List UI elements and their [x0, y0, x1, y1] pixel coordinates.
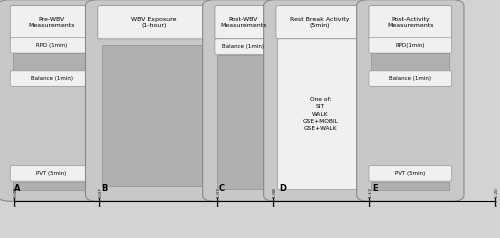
- Text: t = 1:07: t = 1:07: [217, 188, 221, 206]
- FancyBboxPatch shape: [276, 6, 364, 39]
- Text: D: D: [280, 184, 286, 193]
- FancyBboxPatch shape: [202, 0, 284, 201]
- FancyBboxPatch shape: [369, 166, 452, 181]
- FancyBboxPatch shape: [98, 6, 210, 39]
- Text: B: B: [102, 184, 107, 193]
- Text: t = 1:08: t = 1:08: [274, 188, 278, 206]
- Text: Balance (1min): Balance (1min): [222, 44, 264, 49]
- Text: Pre-WBV
Measurements: Pre-WBV Measurements: [28, 17, 75, 28]
- Text: A: A: [14, 184, 20, 193]
- FancyBboxPatch shape: [372, 53, 449, 71]
- FancyBboxPatch shape: [10, 71, 93, 86]
- Text: Post-WBV
Measurements: Post-WBV Measurements: [220, 17, 266, 28]
- Text: Balance (1min): Balance (1min): [390, 76, 432, 81]
- FancyBboxPatch shape: [10, 166, 93, 181]
- Text: C: C: [218, 184, 224, 193]
- Text: Balance (1min): Balance (1min): [30, 76, 72, 81]
- Text: RPD(1min): RPD(1min): [396, 43, 425, 48]
- FancyBboxPatch shape: [372, 182, 449, 190]
- FancyBboxPatch shape: [369, 38, 452, 53]
- Text: t = 0:00: t = 0:00: [14, 188, 18, 206]
- Text: One of:
SIT
WALK
GSE+MOBIL
GSE+WALK: One of: SIT WALK GSE+MOBIL GSE+WALK: [302, 97, 338, 131]
- Text: Rest Break Activity
(5min): Rest Break Activity (5min): [290, 17, 350, 28]
- FancyBboxPatch shape: [369, 71, 452, 86]
- FancyBboxPatch shape: [215, 39, 272, 54]
- FancyBboxPatch shape: [86, 0, 222, 201]
- FancyBboxPatch shape: [264, 0, 377, 201]
- FancyBboxPatch shape: [215, 6, 272, 39]
- Text: Post-Activity
Measurements: Post-Activity Measurements: [387, 17, 434, 28]
- FancyBboxPatch shape: [12, 53, 90, 71]
- FancyBboxPatch shape: [356, 0, 464, 201]
- FancyBboxPatch shape: [218, 55, 269, 189]
- Text: E: E: [372, 184, 378, 193]
- Text: t = 1:20: t = 1:20: [495, 188, 499, 206]
- FancyBboxPatch shape: [10, 6, 93, 39]
- Text: PVT (5min): PVT (5min): [36, 171, 66, 176]
- FancyBboxPatch shape: [369, 6, 452, 39]
- Text: PVT (5min): PVT (5min): [395, 171, 426, 176]
- FancyBboxPatch shape: [278, 39, 363, 189]
- Text: t = 1:13: t = 1:13: [370, 188, 374, 206]
- FancyBboxPatch shape: [12, 182, 90, 190]
- FancyBboxPatch shape: [0, 0, 105, 201]
- FancyBboxPatch shape: [102, 45, 206, 186]
- Text: RPD (1min): RPD (1min): [36, 43, 67, 48]
- FancyBboxPatch shape: [10, 38, 93, 53]
- Text: t = 0:07: t = 0:07: [99, 188, 103, 206]
- Text: WBV Exposure
(1-hour): WBV Exposure (1-hour): [131, 17, 176, 28]
